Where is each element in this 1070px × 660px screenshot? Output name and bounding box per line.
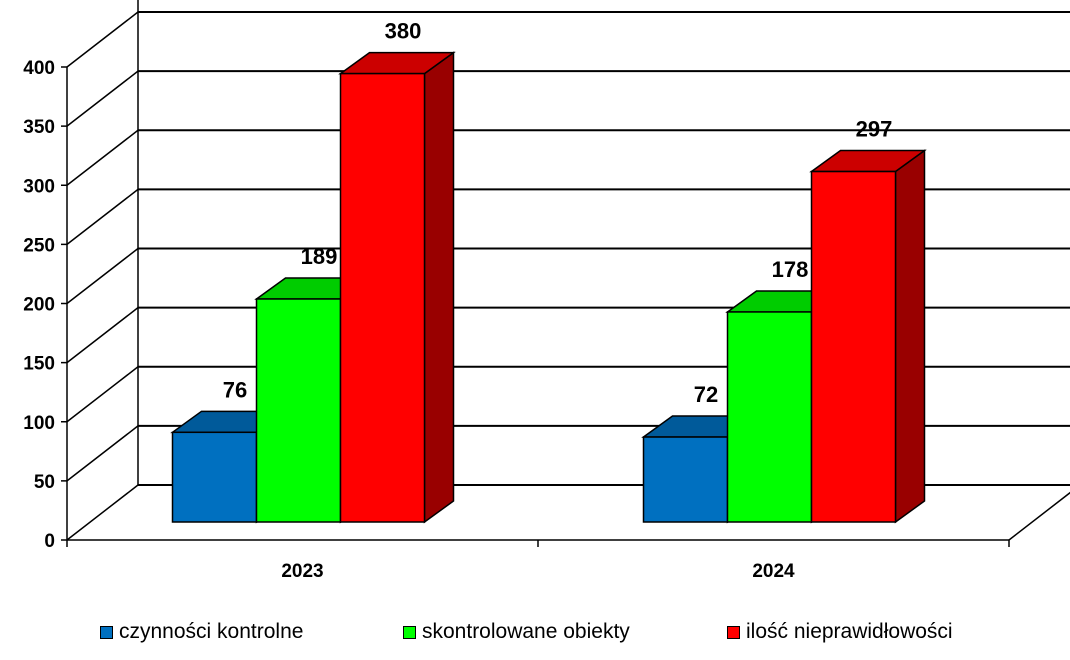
bar-2024-1-front: [726, 311, 813, 523]
gridline-side-7: [66, 70, 139, 127]
legend-item-skontrolowane: skontrolowane obiekty: [403, 620, 630, 644]
gridline-side-3: [66, 307, 139, 364]
bar-2024-0-front: [642, 436, 729, 523]
bar-2023-2-front: [339, 72, 426, 523]
legend-item-ilosc: ilość nieprawidłowości: [727, 620, 953, 644]
data-label-2023-0: 76: [223, 377, 247, 402]
y-tick-label-1: 50: [34, 472, 55, 493]
bar-2023-2-side: [423, 51, 455, 524]
gridline-side-5: [66, 188, 139, 245]
legend-label-czynnosci: czynności kontrolne: [119, 620, 304, 643]
bar-2024-2-side: [894, 149, 926, 524]
gridline-side-6: [66, 129, 139, 186]
legend-swatch-ilosc: [727, 625, 740, 639]
data-label-2023-1: 189: [301, 244, 338, 269]
legend-swatch-czynnosci: [100, 625, 113, 639]
x-tick-label-2023: 2023: [281, 561, 323, 582]
data-label-2024-0: 72: [694, 382, 718, 407]
y-tick-label-5: 250: [23, 235, 55, 256]
data-label-2023-2: 380: [385, 19, 422, 44]
legend-item-czynnosci: czynności kontrolne: [100, 620, 303, 644]
gridline-side-2: [66, 366, 139, 423]
legend: czynności kontrolne skontrolowane obiekt…: [0, 620, 1070, 650]
gridline-side-0: [66, 484, 139, 541]
x-tick-label-2024: 2024: [752, 561, 795, 582]
y-tick-label-4: 200: [23, 295, 55, 316]
data-label-2024-1: 178: [772, 257, 809, 282]
y-tick-label-7: 350: [23, 117, 55, 138]
legend-swatch-skontrolowane: [403, 625, 416, 639]
floor-right-edge: [1008, 491, 1070, 541]
y-tick-label-8: 400: [23, 58, 55, 79]
gridline-side-4: [66, 247, 139, 305]
data-label-2024-2: 297: [856, 117, 893, 142]
y-tick-label-2: 100: [23, 413, 55, 434]
y-tick-label-6: 300: [23, 176, 55, 197]
gridline-side-1: [66, 425, 139, 482]
legend-label-skontrolowane: skontrolowane obiekty: [422, 620, 630, 643]
gridline-side-8: [66, 11, 139, 68]
bar-2023-1-front: [255, 298, 342, 523]
legend-label-ilosc: ilość nieprawidłowości: [746, 620, 953, 643]
y-tick-label-3: 150: [23, 354, 55, 375]
bar-2024-2-front: [810, 170, 897, 523]
y-tick-label-0: 0: [44, 531, 55, 552]
bar-2023-0-front: [171, 431, 258, 523]
